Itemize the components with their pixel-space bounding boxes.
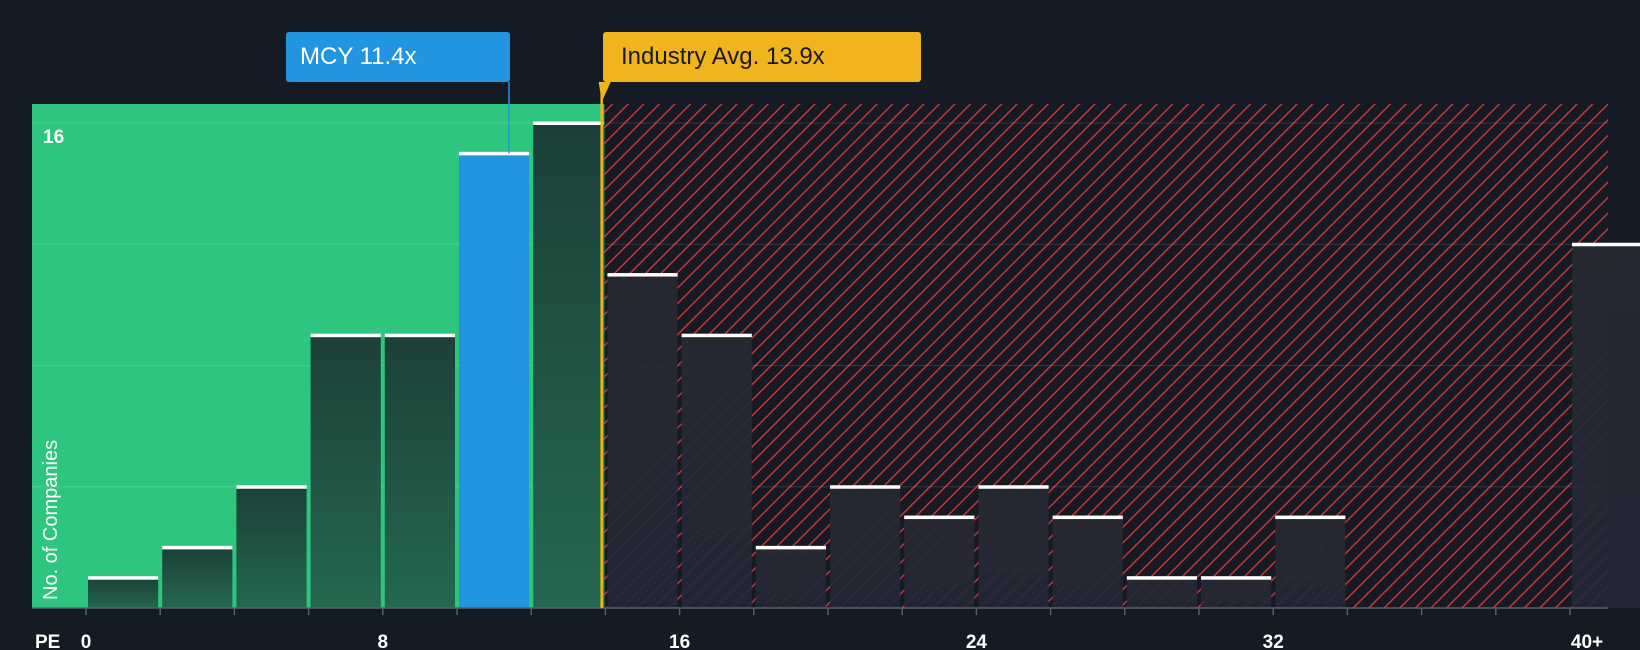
x-axis-title: PE bbox=[35, 632, 60, 650]
histogram-bar bbox=[607, 274, 678, 608]
x-tick-label: 32 bbox=[1263, 632, 1284, 650]
x-tick-label: 8 bbox=[378, 632, 389, 650]
company-pe-callout: MCY 11.4x bbox=[286, 32, 510, 82]
bar-top-cap bbox=[681, 333, 752, 338]
y-axis-label: No. of Companies bbox=[40, 439, 62, 600]
histogram-bar bbox=[1052, 517, 1123, 608]
histogram-bar bbox=[755, 547, 826, 608]
y-max-tick-label: 16 bbox=[43, 127, 64, 148]
bar-top-cap bbox=[978, 485, 1049, 489]
x-tick-label: 16 bbox=[669, 632, 690, 650]
bar-top-cap bbox=[1201, 576, 1272, 580]
histogram-bar bbox=[310, 335, 381, 608]
histogram-bar bbox=[1275, 517, 1346, 608]
histogram-bar bbox=[236, 486, 307, 608]
histogram-bar bbox=[830, 486, 901, 608]
bar-top-cap bbox=[310, 333, 381, 338]
bar-top-cap bbox=[904, 515, 975, 520]
histogram-bar bbox=[533, 123, 604, 608]
bar-top-cap bbox=[384, 333, 455, 338]
bar-top-cap bbox=[607, 273, 678, 277]
x-tick-label: 0 bbox=[81, 632, 92, 650]
industry-avg-callout: Industry Avg. 13.9x bbox=[603, 32, 921, 82]
histogram-bar bbox=[384, 335, 455, 608]
bar-top-cap bbox=[1126, 576, 1197, 580]
histogram-bar bbox=[88, 577, 159, 608]
histogram-bar bbox=[162, 547, 233, 608]
industry-callout-pointer bbox=[598, 82, 611, 102]
bar-top-cap bbox=[162, 545, 233, 550]
histogram-bar bbox=[978, 486, 1049, 608]
x-tick-label: 40+ bbox=[1571, 632, 1603, 650]
histogram-bar bbox=[681, 335, 752, 608]
bar-top-cap bbox=[88, 576, 159, 580]
histogram-bar bbox=[1201, 577, 1272, 608]
bar-top-cap bbox=[1572, 242, 1640, 247]
bar-top-cap bbox=[830, 485, 901, 489]
bar-top-cap bbox=[459, 151, 530, 156]
bar-top-cap bbox=[236, 485, 307, 489]
x-tick-label: 24 bbox=[966, 632, 988, 650]
histogram-bar bbox=[1126, 577, 1197, 608]
highlight-bar bbox=[459, 153, 530, 608]
bar-top-cap bbox=[755, 545, 826, 550]
bar-top-cap bbox=[1052, 515, 1123, 520]
histogram-bar bbox=[1572, 244, 1640, 608]
histogram-bar bbox=[904, 517, 975, 608]
bar-top-cap bbox=[533, 121, 604, 125]
bar-top-cap bbox=[1275, 515, 1346, 520]
